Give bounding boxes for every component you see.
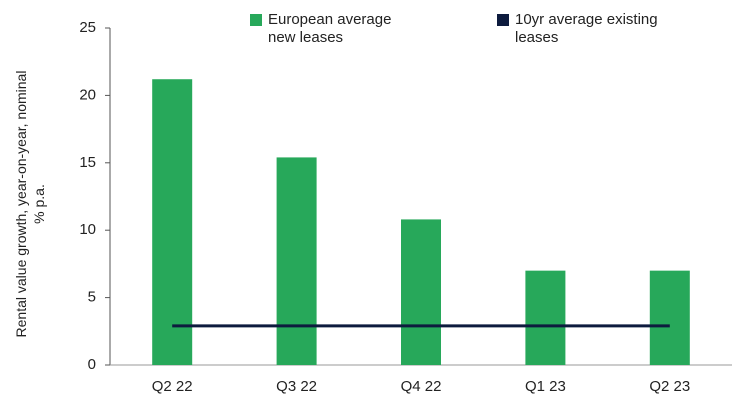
y-tick-label: 5: [88, 289, 96, 306]
bar: [525, 270, 566, 365]
bar: [276, 157, 317, 365]
legend-label: European average new leases: [268, 11, 392, 46]
legend-swatch: [250, 14, 262, 26]
x-tick-label: Q2 22: [152, 378, 193, 395]
y-tick-label: 0: [88, 356, 96, 373]
bar: [649, 270, 690, 365]
x-tick-label: Q3 22: [276, 378, 317, 395]
bar: [152, 79, 193, 365]
y-tick-label: 15: [79, 154, 96, 171]
y-axis-label: Rental value growth, year-on-year, nomin…: [13, 70, 47, 338]
legend-label: 10yr average existing leases: [515, 11, 658, 46]
y-tick-label: 25: [79, 19, 96, 36]
legend-item: 10yr average existing leases: [497, 11, 677, 47]
y-tick-label: 10: [79, 221, 96, 238]
bar: [401, 219, 441, 365]
y-tick-label: 20: [79, 86, 96, 103]
legend-item: European average new leases: [250, 11, 400, 47]
x-tick-label: Q1 23: [525, 378, 566, 395]
legend-swatch: [497, 14, 509, 26]
x-tick-label: Q2 23: [649, 378, 690, 395]
x-tick-label: Q4 22: [401, 378, 442, 395]
